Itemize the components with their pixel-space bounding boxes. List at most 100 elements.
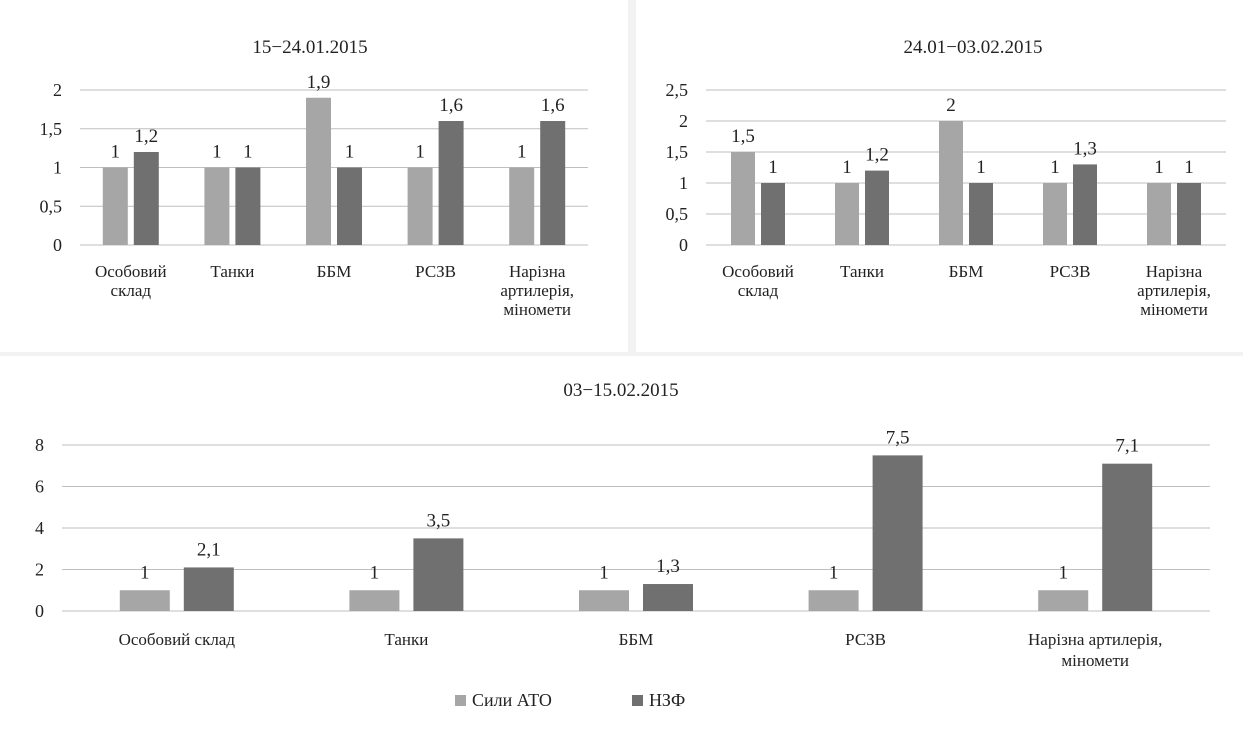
bar-nzf bbox=[872, 455, 923, 611]
data-label: 1 bbox=[1154, 157, 1164, 178]
bar-ato bbox=[102, 167, 128, 245]
data-label: 1,2 bbox=[134, 126, 158, 147]
y-tick-label: 2 bbox=[53, 80, 62, 100]
category-label: РСЗВ bbox=[845, 630, 886, 649]
bar-ato bbox=[1147, 183, 1171, 245]
data-label: 1 bbox=[599, 562, 609, 583]
legend-swatch-ato bbox=[455, 695, 466, 706]
chart-panel-2: 24.01−03.02.2015 0 0,5 1 1,5 2 2,5 1,5 1 Особовий… bbox=[636, 0, 1243, 352]
data-label: 1,2 bbox=[865, 145, 889, 166]
y-tick-label: 1,5 bbox=[666, 142, 689, 162]
data-label: 1 bbox=[415, 142, 425, 163]
data-label: 1,5 bbox=[731, 126, 755, 147]
bar-nzf bbox=[865, 170, 889, 245]
data-label: 1 bbox=[212, 142, 222, 163]
bar-nzf bbox=[1177, 183, 1201, 245]
chart-3-svg: 03−15.02.2015 0 2 4 6 8 1 2,1 Особовий склад 1 3,5… bbox=[35, 380, 1210, 670]
category-label: Нарізна артилерія, міномети bbox=[1028, 630, 1162, 670]
bar-nzf bbox=[183, 567, 234, 611]
y-tick-label: 0 bbox=[53, 235, 62, 255]
chart-2-svg: 24.01−03.02.2015 0 0,5 1 1,5 2 2,5 1,5 1 Особовий… bbox=[666, 37, 1226, 319]
bar-nzf bbox=[337, 167, 362, 245]
data-label: 1 bbox=[370, 562, 380, 583]
y-tick-label: 0,5 bbox=[666, 204, 689, 224]
chart-panel-1: 15−24.01.2015 0 0,5 1 1,5 2 1 1,2 Особовий склад 1… bbox=[0, 0, 628, 352]
data-label: 1 bbox=[1184, 157, 1194, 178]
data-label: 7,1 bbox=[1115, 436, 1139, 457]
y-tick-label: 6 bbox=[35, 477, 44, 497]
data-label: 1 bbox=[768, 157, 778, 178]
bar-ato bbox=[306, 97, 331, 245]
legend-label-ato: Сили АТО bbox=[472, 690, 552, 710]
bar-ato bbox=[509, 167, 535, 245]
category-label: Танки bbox=[210, 262, 254, 281]
category-label: ББМ bbox=[619, 630, 654, 649]
y-tick-label: 2 bbox=[679, 111, 688, 131]
category-label: Нарізна артилерія, міномети bbox=[1137, 262, 1211, 319]
bar-nzf bbox=[413, 538, 464, 611]
bar-ato bbox=[1043, 183, 1067, 245]
y-tick-label: 1 bbox=[679, 173, 688, 193]
data-label: 1 bbox=[243, 142, 253, 163]
category-label: Танки bbox=[840, 262, 884, 281]
bar-nzf bbox=[438, 121, 464, 245]
data-label: 1 bbox=[1058, 562, 1068, 583]
bar-ato bbox=[407, 167, 433, 245]
bar-ato bbox=[808, 590, 859, 611]
category-label: Нарізна артилерія, міномети bbox=[500, 262, 574, 319]
category-label: ББМ bbox=[949, 262, 984, 281]
chart-panel-3: 03−15.02.2015 0 2 4 6 8 1 2,1 Особовий склад 1 3,5… bbox=[0, 356, 1243, 749]
category-label: Особовий склад bbox=[722, 262, 794, 300]
category-label: Особовий склад bbox=[119, 630, 236, 649]
chart-title: 15−24.01.2015 bbox=[252, 37, 367, 58]
data-label: 1 bbox=[140, 562, 150, 583]
panel-separator-horizontal bbox=[0, 352, 1243, 356]
y-tick-label: 8 bbox=[35, 435, 44, 455]
bar-ato bbox=[1038, 590, 1089, 611]
category-label: Особовий склад bbox=[95, 262, 167, 300]
data-label: 3,5 bbox=[427, 510, 451, 531]
data-label: 1 bbox=[345, 142, 355, 163]
bar-nzf bbox=[133, 152, 159, 245]
data-label: 1 bbox=[1050, 157, 1060, 178]
data-label: 1 bbox=[517, 142, 527, 163]
data-label: 2 bbox=[946, 95, 956, 116]
bar-ato bbox=[731, 152, 755, 245]
data-label: 1,3 bbox=[1073, 138, 1097, 159]
y-tick-label: 4 bbox=[35, 518, 44, 538]
y-tick-label: 1 bbox=[53, 158, 62, 178]
y-tick-label: 1,5 bbox=[40, 119, 63, 139]
category-label: Танки bbox=[384, 630, 428, 649]
data-label: 2,1 bbox=[197, 539, 221, 560]
panel-separator-vertical bbox=[628, 0, 636, 352]
bar-nzf bbox=[643, 584, 693, 611]
legend-swatch-nzf bbox=[631, 695, 643, 706]
bar-ato bbox=[835, 183, 859, 245]
bar-ato bbox=[119, 590, 170, 611]
chart-title: 03−15.02.2015 bbox=[563, 380, 678, 401]
bar-ato bbox=[349, 590, 400, 611]
data-label: 1,6 bbox=[541, 95, 565, 116]
category-label: ББМ bbox=[317, 262, 352, 281]
data-label: 1 bbox=[976, 157, 986, 178]
data-label: 7,5 bbox=[886, 427, 910, 448]
legend-item-ato: Сили АТО bbox=[455, 690, 552, 711]
data-label: 1 bbox=[829, 562, 839, 583]
y-tick-label: 0 bbox=[679, 235, 688, 255]
bar-ato bbox=[204, 167, 230, 245]
y-tick-label: 2 bbox=[35, 560, 44, 580]
data-label: 1 bbox=[111, 142, 121, 163]
data-label: 1 bbox=[842, 157, 852, 178]
data-label: 1,6 bbox=[439, 95, 463, 116]
bar-nzf bbox=[969, 183, 993, 245]
bar-nzf bbox=[1073, 164, 1097, 245]
data-label: 1,9 bbox=[307, 72, 331, 93]
chart-title: 24.01−03.02.2015 bbox=[904, 37, 1043, 58]
legend: Сили АТО НЗФ bbox=[455, 690, 685, 711]
bar-nzf bbox=[235, 167, 261, 245]
category-label: РСЗВ bbox=[1050, 262, 1091, 281]
data-label: 1,3 bbox=[656, 556, 680, 577]
bar-nzf bbox=[540, 121, 566, 245]
bar-nzf bbox=[761, 183, 785, 245]
chart-1-svg: 15−24.01.2015 0 0,5 1 1,5 2 1 1,2 Особовий склад 1… bbox=[40, 37, 588, 319]
